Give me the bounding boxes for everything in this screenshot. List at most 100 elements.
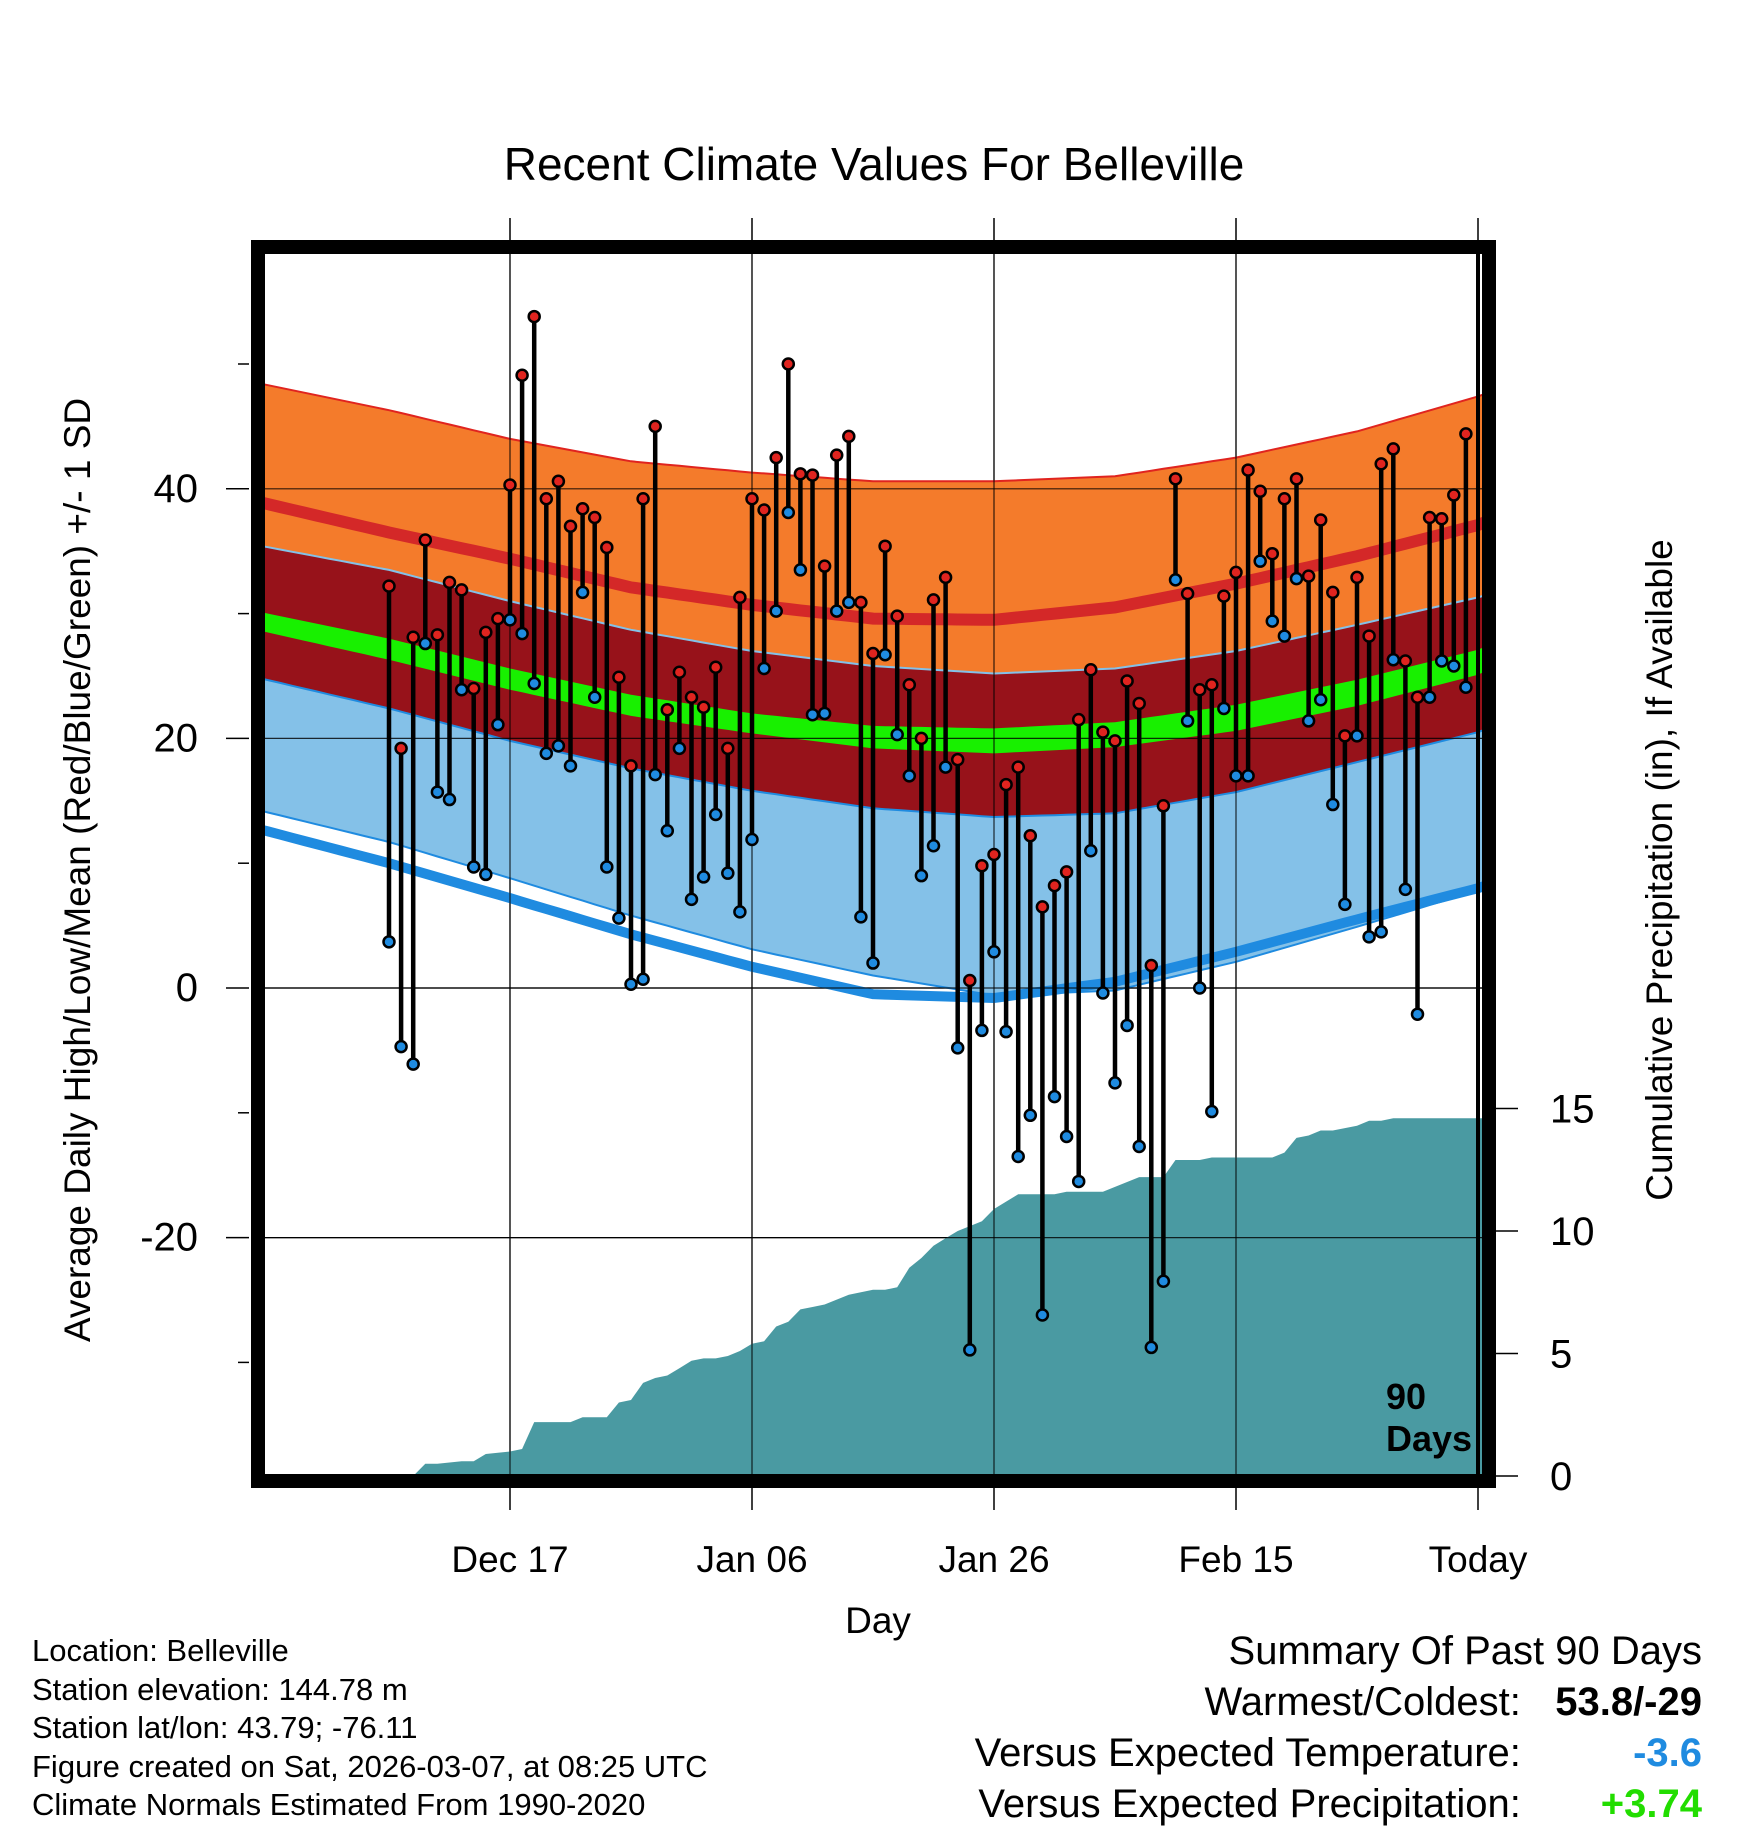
low-point	[1180, 714, 1195, 728]
high-point	[1422, 510, 1437, 525]
high-point	[987, 847, 1001, 862]
low-point	[902, 769, 917, 783]
low-point	[1156, 1274, 1171, 1289]
chart-title: Recent Climate Values For Belleville	[504, 138, 1245, 190]
low-point	[1398, 882, 1413, 897]
high-point	[406, 630, 420, 645]
low-point	[1217, 701, 1231, 716]
high-point	[1229, 565, 1243, 580]
low-point	[1253, 554, 1267, 568]
precipitation-label: Versus Expected Precipitation:	[978, 1782, 1521, 1826]
normal-bands	[264, 383, 1482, 1004]
low-point	[479, 867, 493, 882]
low-point	[1241, 769, 1255, 783]
high-point	[733, 590, 747, 605]
high-point	[539, 492, 554, 506]
low-point	[1096, 986, 1110, 1000]
high-point	[551, 474, 566, 489]
high-point	[1447, 488, 1461, 502]
temperature-label: Versus Expected Temperature:	[974, 1731, 1521, 1775]
low-point	[394, 1039, 408, 1054]
low-point	[938, 760, 953, 774]
high-point	[1144, 958, 1159, 973]
high-point	[563, 519, 578, 533]
station-info: Location: Belleville Station elevation: …	[32, 1632, 708, 1825]
high-point	[660, 702, 675, 717]
low-point	[600, 860, 614, 874]
high-point	[1265, 546, 1280, 561]
high-point	[430, 628, 445, 642]
low-point	[745, 832, 759, 847]
high-point	[866, 646, 880, 661]
low-point	[1144, 1340, 1159, 1355]
low-point	[708, 807, 723, 822]
y2-tick-label: 5	[1550, 1333, 1572, 1377]
high-point	[612, 670, 626, 684]
high-point	[1047, 878, 1062, 893]
high-point	[805, 468, 820, 482]
warmest-coldest-value: 53.8/-29	[1555, 1680, 1702, 1724]
high-point	[1338, 729, 1352, 743]
summary-title: Summary Of Past 90 Days	[1228, 1629, 1702, 1673]
low-point	[781, 505, 796, 520]
low-point	[503, 613, 517, 627]
high-normal-line	[264, 497, 1482, 626]
high-point	[1071, 712, 1086, 727]
warmest-coldest-label: Warmest/Coldest:	[1204, 1680, 1521, 1724]
high-point	[1374, 457, 1388, 471]
high-point	[1277, 492, 1292, 506]
high-lower-band	[264, 503, 1482, 674]
high-point	[938, 570, 953, 585]
high-point	[466, 681, 481, 696]
high-point	[914, 731, 929, 746]
low-point	[612, 911, 626, 925]
low-point	[757, 661, 771, 676]
summary-panel: Summary Of Past 90 Days Warmest/Coldest:…	[975, 1626, 1702, 1830]
low-point	[1132, 1139, 1146, 1154]
low-point	[418, 636, 433, 651]
low-point	[1192, 981, 1207, 995]
high-point	[624, 759, 638, 773]
high-point	[1096, 725, 1110, 739]
low-point	[442, 792, 457, 807]
high-point	[1217, 589, 1231, 603]
high-point	[672, 665, 687, 680]
x-tick-label: Jan 06	[696, 1539, 807, 1580]
high-point	[708, 660, 723, 675]
y2-tick-label: 0	[1550, 1455, 1572, 1499]
high-point	[1241, 463, 1255, 477]
precipitation-area	[389, 1118, 1482, 1476]
temperature-value: -3.6	[1633, 1731, 1702, 1775]
low-point	[975, 1023, 989, 1038]
low-point	[1338, 897, 1352, 912]
x-tick-label: Dec 17	[451, 1539, 568, 1580]
high-point	[515, 368, 529, 382]
high-point	[999, 777, 1013, 792]
high-point	[1180, 586, 1195, 601]
low-point	[1168, 573, 1183, 587]
high-point	[382, 579, 396, 593]
low-point	[1011, 1149, 1025, 1164]
daily-points	[382, 309, 1473, 1357]
low-point	[1229, 769, 1243, 783]
high-point	[527, 309, 541, 324]
low-point	[430, 785, 445, 799]
low-point	[1071, 1174, 1086, 1189]
y-tick-label: 40	[154, 467, 199, 511]
high-point	[1084, 663, 1098, 677]
low-point	[842, 595, 856, 610]
low-point	[563, 759, 578, 773]
low-point	[793, 563, 808, 577]
high-point	[842, 429, 856, 444]
high-point	[745, 492, 759, 506]
high-point	[950, 752, 965, 767]
high-point	[1156, 799, 1171, 813]
y2-tick-label: 15	[1550, 1088, 1595, 1132]
low-point	[878, 648, 892, 662]
today-days-label: Days	[1386, 1418, 1472, 1459]
normals-text: Climate Normals Estimated From 1990-2020	[32, 1787, 646, 1822]
low-point	[1447, 659, 1461, 673]
high-point	[1301, 569, 1316, 583]
high-point	[1059, 865, 1074, 879]
high-point	[890, 609, 904, 623]
